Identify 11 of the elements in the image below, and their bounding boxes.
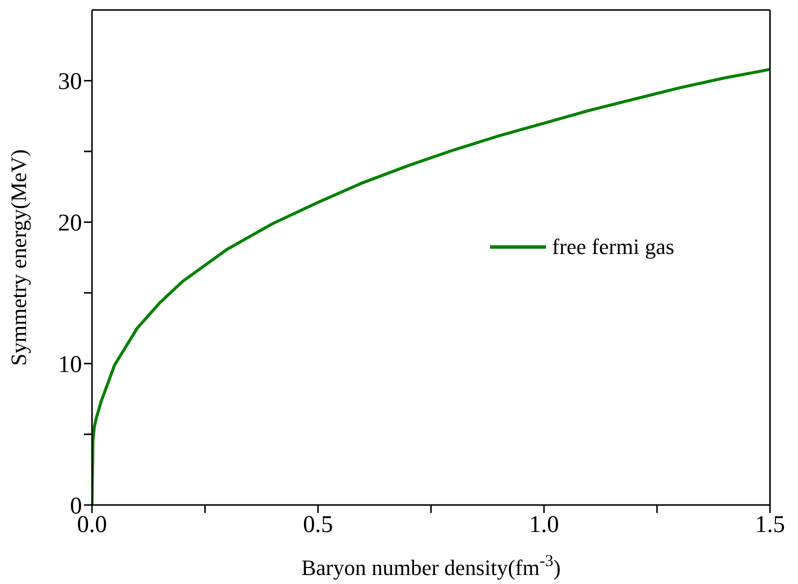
- x-axis-title: Baryon number density(fm$^{-3}$): [301, 550, 561, 580]
- x-tick-label: 0.0: [77, 512, 107, 538]
- x-tick-label: 1.0: [529, 512, 559, 538]
- y-tick-label: 30: [58, 69, 82, 96]
- x-tick-label: 1.5: [755, 512, 785, 538]
- y-tick-label: 10: [58, 352, 82, 378]
- legend-label: free fermi gas: [552, 234, 674, 260]
- y-axis-title: Symmetry energy(MeV): [6, 149, 31, 366]
- y-tick-label: 20: [58, 210, 82, 237]
- x-tick-label: 0.5: [303, 512, 333, 538]
- legend: free fermi gas: [490, 234, 674, 260]
